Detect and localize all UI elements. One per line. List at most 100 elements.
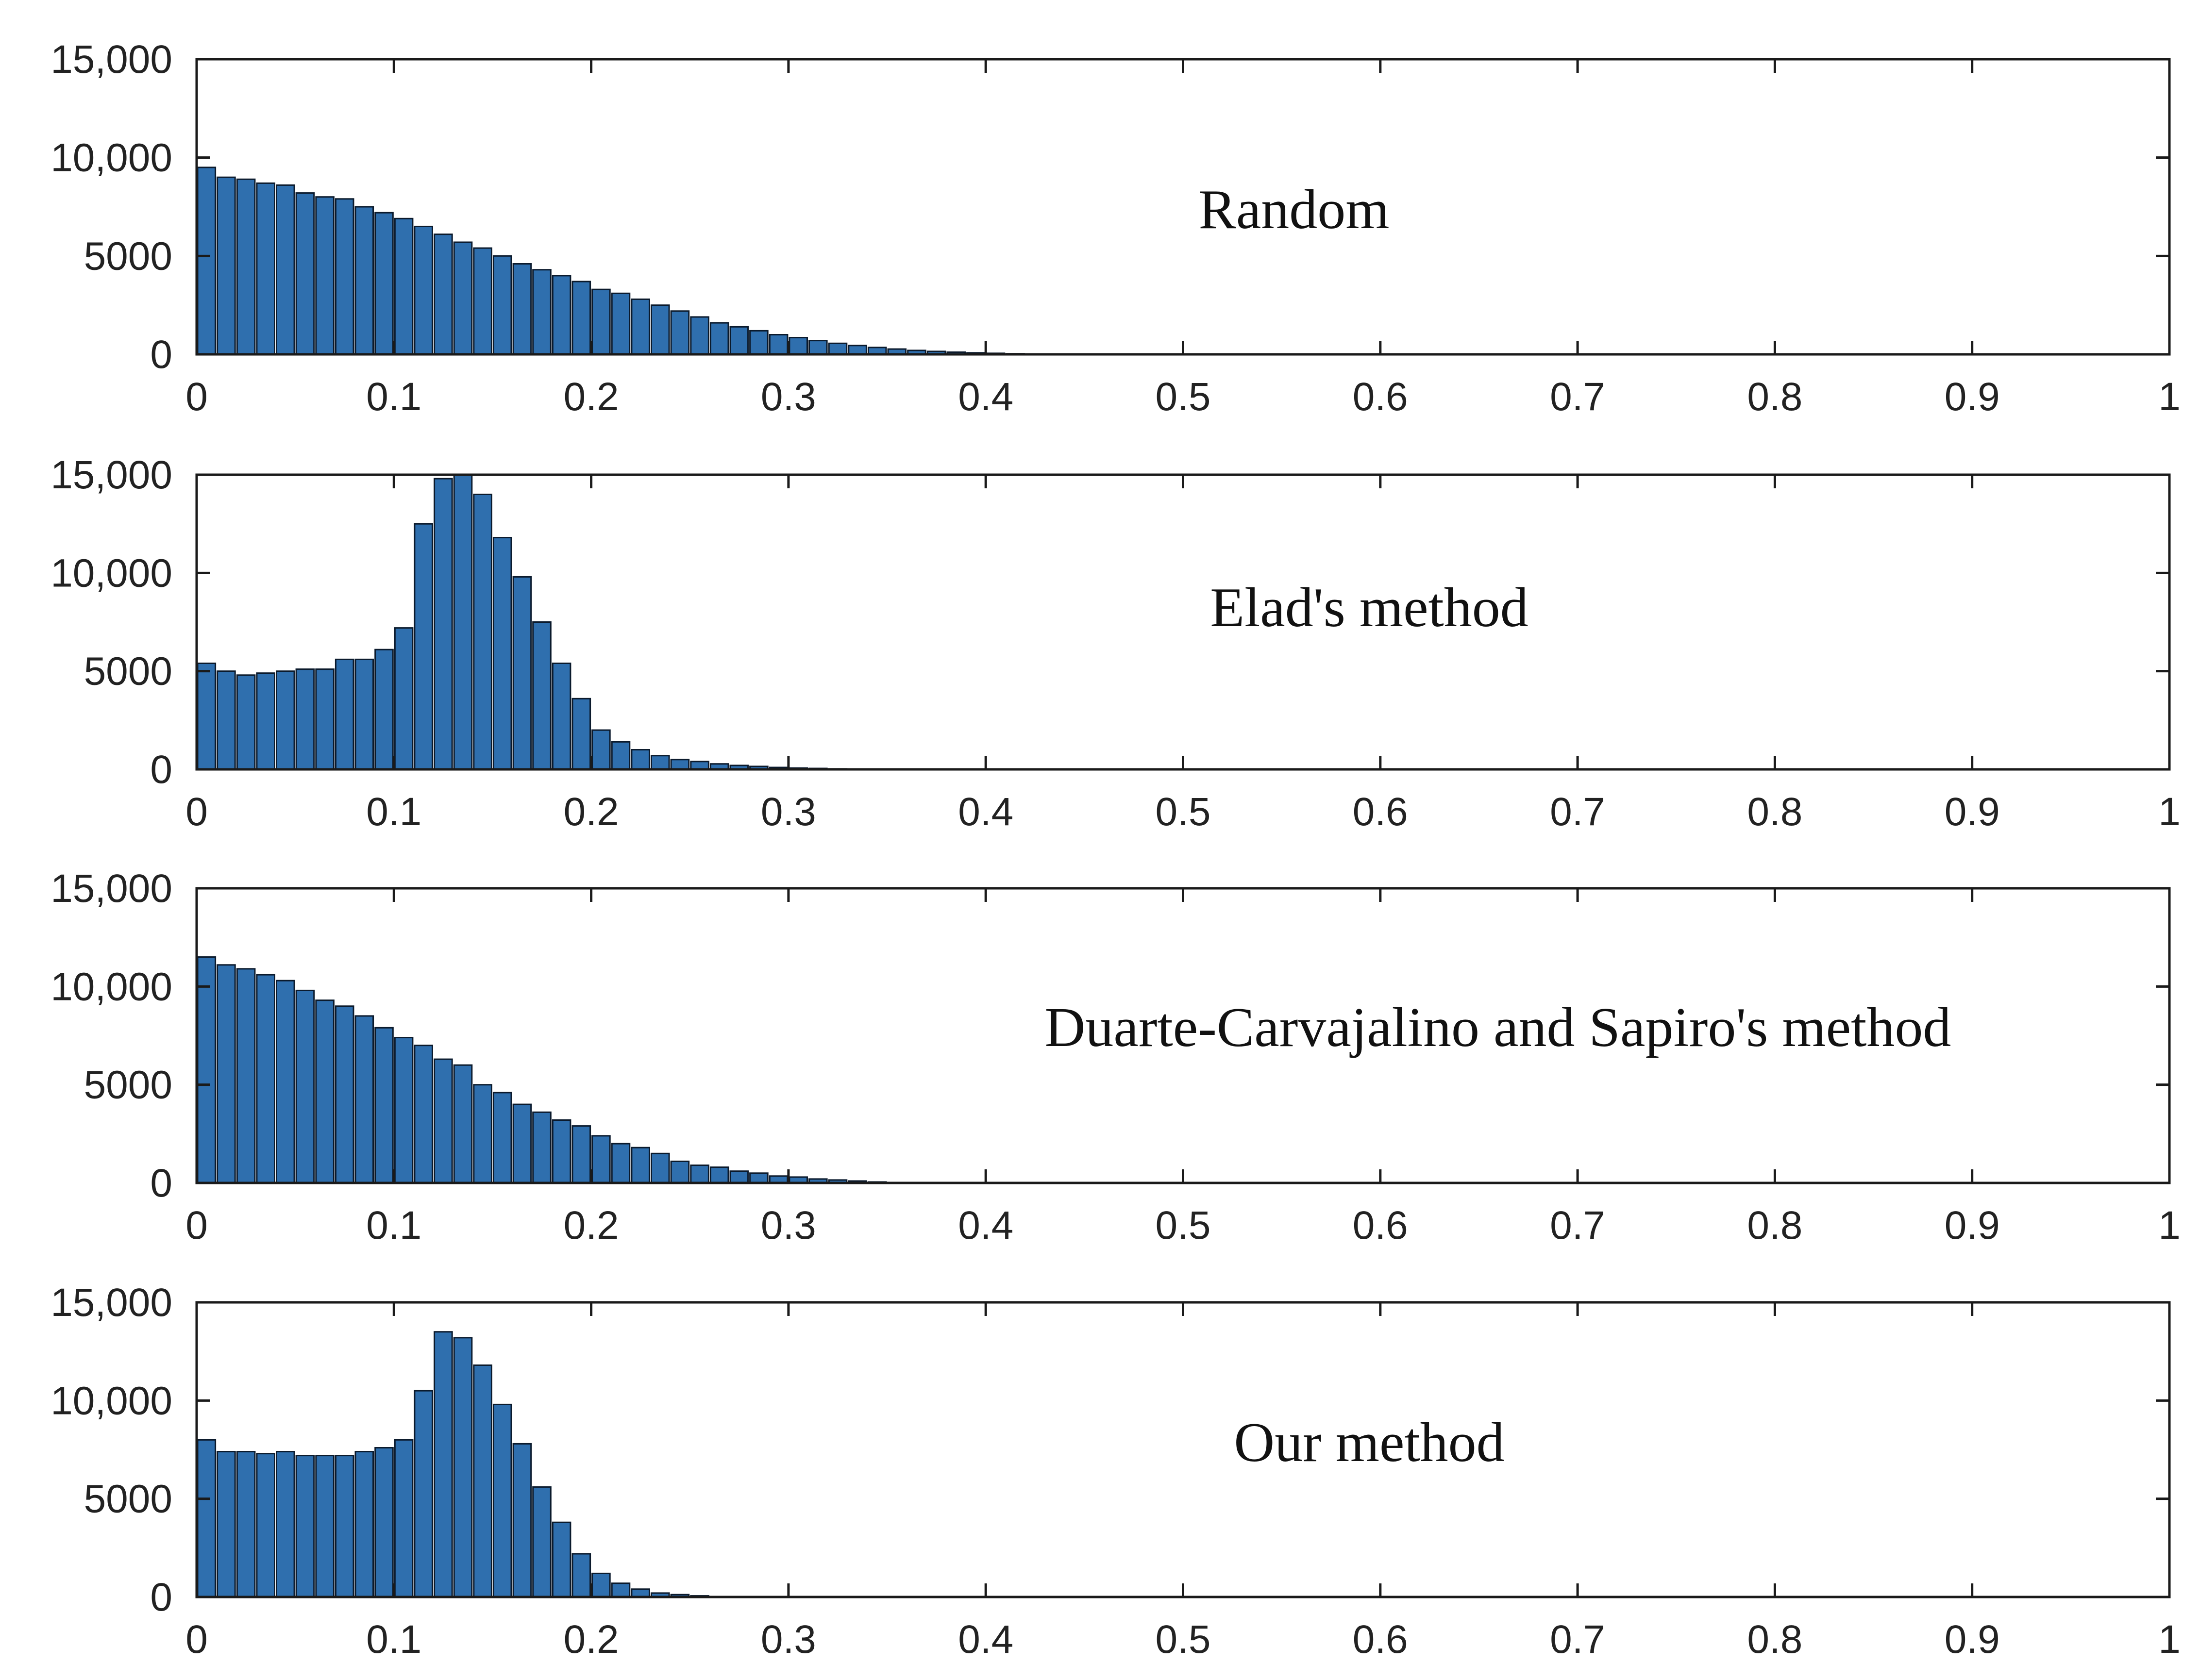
x-tick-label: 0 bbox=[185, 1203, 208, 1248]
x-tick-label: 0.2 bbox=[564, 1617, 619, 1662]
x-tick-label: 0.3 bbox=[761, 375, 816, 419]
histogram-bar bbox=[512, 1443, 532, 1598]
histogram-bar bbox=[276, 1451, 295, 1598]
y-tick-label: 15,000 bbox=[50, 866, 172, 911]
histogram-bar bbox=[354, 1015, 374, 1184]
histogram-bar bbox=[197, 956, 217, 1184]
histogram-bar bbox=[434, 233, 453, 355]
histogram-bar bbox=[552, 1119, 571, 1184]
histogram-bar bbox=[473, 247, 492, 355]
histogram-bar bbox=[532, 621, 552, 770]
histogram-bar bbox=[729, 1170, 749, 1184]
histogram-bar bbox=[611, 1582, 631, 1598]
x-tick-label: 1 bbox=[2158, 1617, 2181, 1662]
histogram-bar bbox=[709, 322, 729, 355]
x-tick-label: 0.4 bbox=[958, 375, 1013, 419]
histogram-bar bbox=[453, 474, 473, 770]
x-tick-label: 0.8 bbox=[1747, 375, 1802, 419]
histogram-bar bbox=[315, 999, 335, 1184]
x-tick-label: 0.9 bbox=[1945, 1617, 2000, 1662]
histogram-bar bbox=[236, 674, 256, 770]
y-tick-label: 5000 bbox=[84, 649, 172, 694]
histogram-bar bbox=[512, 1103, 532, 1184]
x-tick-label: 0.5 bbox=[1156, 1617, 1211, 1662]
x-tick-label: 0.4 bbox=[958, 790, 1013, 834]
panel-title: Random bbox=[1198, 179, 1389, 241]
histogram-bar bbox=[256, 672, 276, 770]
histogram-bar bbox=[414, 226, 434, 355]
x-tick-label: 0 bbox=[185, 1617, 208, 1662]
x-tick-label: 0.1 bbox=[366, 1617, 421, 1662]
histogram-bar bbox=[217, 1451, 236, 1598]
x-tick-label: 0.6 bbox=[1353, 375, 1408, 419]
histogram-bar bbox=[276, 670, 295, 770]
histogram-bar bbox=[295, 989, 315, 1184]
histogram-bar bbox=[295, 668, 315, 770]
histogram-bar bbox=[611, 1143, 631, 1184]
panel-title: Duarte-Carvajalino and Sapiro's method bbox=[1045, 997, 1951, 1059]
histogram-bar bbox=[394, 1037, 414, 1184]
histogram-bar bbox=[670, 759, 690, 770]
histogram-bar bbox=[394, 1439, 414, 1598]
y-tick-label: 10,000 bbox=[50, 136, 172, 180]
histogram-bar bbox=[434, 478, 453, 770]
y-tick-label: 0 bbox=[150, 1161, 172, 1205]
x-tick-label: 0.1 bbox=[366, 790, 421, 834]
histogram-bar bbox=[453, 1064, 473, 1184]
x-tick-label: 0.9 bbox=[1945, 790, 2000, 834]
x-tick-label: 0.5 bbox=[1156, 1203, 1211, 1248]
x-tick-label: 0.8 bbox=[1747, 1203, 1802, 1248]
x-tick-label: 0.3 bbox=[761, 1203, 816, 1248]
x-tick-label: 0 bbox=[185, 375, 208, 419]
x-tick-label: 0.7 bbox=[1550, 790, 1605, 834]
x-tick-label: 0.3 bbox=[761, 790, 816, 834]
x-tick-label: 0.4 bbox=[958, 1203, 1013, 1248]
x-tick-label: 0.7 bbox=[1550, 375, 1605, 419]
x-tick-label: 0.2 bbox=[564, 790, 619, 834]
histogram-bar bbox=[414, 523, 434, 770]
histogram-bar bbox=[670, 1161, 690, 1184]
y-tick-label: 0 bbox=[150, 748, 172, 792]
histogram-bar bbox=[354, 658, 374, 770]
histogram-bar bbox=[315, 1455, 335, 1598]
histogram-bar bbox=[197, 663, 217, 770]
x-tick-label: 0.7 bbox=[1550, 1617, 1605, 1662]
histogram-bar bbox=[591, 1572, 611, 1598]
histogram-bar bbox=[473, 1084, 492, 1184]
histogram-bar bbox=[197, 1439, 217, 1598]
histogram-bar bbox=[571, 698, 591, 770]
histogram-bar bbox=[532, 1486, 552, 1598]
histogram-bar bbox=[492, 1403, 512, 1598]
histogram-bar bbox=[256, 974, 276, 1184]
histogram-bar bbox=[492, 537, 512, 770]
y-tick-label: 15,000 bbox=[50, 453, 172, 497]
histogram-bar bbox=[473, 494, 492, 770]
x-tick-label: 0.6 bbox=[1353, 790, 1408, 834]
histogram-bar bbox=[789, 337, 808, 355]
histogram-bar bbox=[374, 212, 394, 355]
histogram-bar bbox=[848, 345, 867, 355]
histogram-bar bbox=[335, 658, 354, 770]
histogram-bar bbox=[374, 649, 394, 770]
panel-title: Our method bbox=[1234, 1412, 1504, 1474]
histogram-bar bbox=[611, 741, 631, 770]
histogram-bar bbox=[414, 1390, 434, 1598]
x-tick-label: 0.9 bbox=[1945, 375, 2000, 419]
x-tick-label: 0.6 bbox=[1353, 1617, 1408, 1662]
histogram-bar bbox=[256, 182, 276, 355]
x-tick-label: 0.2 bbox=[564, 375, 619, 419]
histogram-bar bbox=[552, 663, 571, 770]
histogram-bar bbox=[749, 1172, 769, 1184]
histogram-bar bbox=[335, 1005, 354, 1184]
histogram-panel-2: 0 0.1 0.2 0.3 0.4 0.5 0.6 0.7 0.8 0.9 1 0 5000 10,000… bbox=[50, 453, 2181, 834]
histogram-bar bbox=[276, 184, 295, 355]
histogram-bar bbox=[374, 1027, 394, 1184]
histogram-bar bbox=[808, 340, 828, 355]
histogram-bar bbox=[434, 1058, 453, 1184]
histogram-bar bbox=[335, 198, 354, 355]
y-tick-label: 15,000 bbox=[50, 37, 172, 82]
histogram-bar bbox=[394, 627, 414, 770]
histogram-bar bbox=[709, 1166, 729, 1184]
histogram-bar bbox=[512, 576, 532, 770]
histogram-bar bbox=[512, 263, 532, 355]
